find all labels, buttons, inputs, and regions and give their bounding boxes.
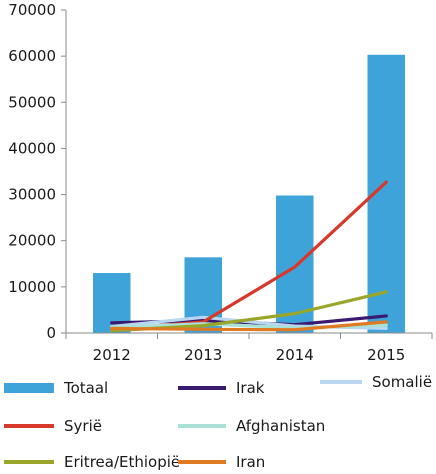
- legend-label: Syrië: [64, 417, 102, 435]
- y-tick-label: 70000: [8, 1, 56, 19]
- x-tick-label: 2015: [367, 346, 405, 364]
- bar-series-totaal: [92, 54, 406, 333]
- legend-label: Afghanistan: [236, 417, 325, 435]
- legend-label: Irak: [236, 379, 265, 397]
- legend-swatch: [4, 424, 54, 428]
- x-tick-label: 2014: [276, 346, 314, 364]
- line-syri-: [110, 180, 388, 331]
- x-axis-ticks: 2012 2013 2014 2015: [65, 333, 433, 364]
- line-iran: [110, 320, 388, 332]
- y-tick-label: 40000: [8, 139, 56, 157]
- y-tick-label: 20000: [8, 232, 56, 250]
- y-tick-label: 10000: [8, 278, 56, 296]
- legend-swatch: [320, 380, 362, 384]
- y-tick-label: 30000: [8, 186, 56, 204]
- legend-swatch: [178, 460, 226, 464]
- legend: Totaal Irak Somalië Syrië Afghanistan Eritrea…: [4, 373, 432, 471]
- legend-label: Iran: [236, 453, 265, 471]
- x-tick-label: 2012: [93, 346, 131, 364]
- legend-label: Eritrea/Ethiopië: [64, 453, 180, 471]
- x-tick-label: 2013: [184, 346, 222, 364]
- y-tick-label: 60000: [8, 47, 56, 65]
- legend-label: Somalië: [372, 373, 432, 391]
- legend-label: Totaal: [63, 379, 108, 397]
- line-series: [110, 180, 388, 333]
- y-tick-label: 0: [46, 324, 56, 342]
- y-axis-ticks: 0 10000 20000 30000 40000 50000 60000 70000: [8, 1, 66, 342]
- legend-swatch: [178, 386, 226, 390]
- legend-swatch: [4, 383, 54, 393]
- legend-swatch: [4, 460, 54, 464]
- y-tick-label: 50000: [8, 93, 56, 111]
- legend-swatch: [178, 424, 226, 428]
